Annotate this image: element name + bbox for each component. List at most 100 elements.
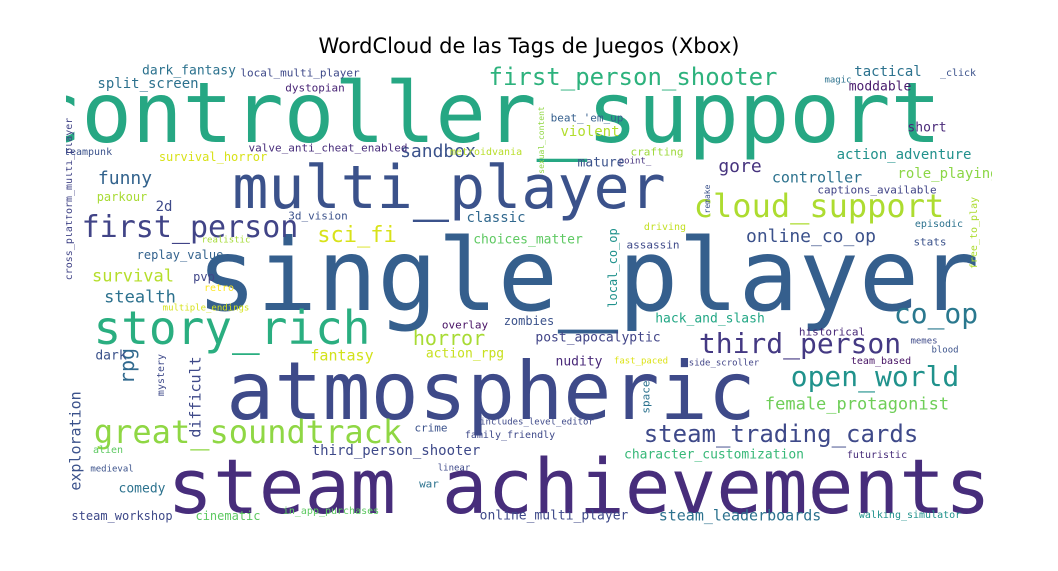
word-memes: memes xyxy=(910,336,938,347)
chart-title: WordCloud de las Tags de Juegos (Xbox) xyxy=(318,34,740,58)
word-sexual-content: sexual_content xyxy=(537,106,546,174)
word-remake: remake xyxy=(703,184,712,214)
word-stats: stats xyxy=(913,235,947,249)
word-survival-horror: survival_horror xyxy=(158,150,268,164)
word-metroidvania: metroidvania xyxy=(449,147,523,158)
word-multi-player: multi_player xyxy=(232,153,666,223)
word-mystery: mystery xyxy=(156,353,167,397)
word-classic: classic xyxy=(466,210,526,226)
word-steam-trading-cards: steam_trading_cards xyxy=(643,420,919,448)
word--click: _click xyxy=(939,68,977,79)
word-dark: dark xyxy=(95,348,127,364)
word-online-multi-player: online_multi_player xyxy=(479,508,629,524)
word-local-multi-player: local_multi_player xyxy=(240,66,360,80)
word-dystopian: dystopian xyxy=(285,81,345,95)
word-nudity: nudity xyxy=(555,354,603,370)
word-first-person: first_person xyxy=(81,210,299,245)
word-gore: gore xyxy=(718,156,762,177)
word-action-adventure: action_adventure xyxy=(836,147,972,163)
word-retro: retro xyxy=(203,283,235,294)
word-valve-anti-cheat-enabled: valve_anti_cheat_enabled xyxy=(248,141,408,155)
word-co-op: co_op xyxy=(893,297,979,330)
word-survival: survival xyxy=(92,266,174,287)
word-overlay: overlay xyxy=(441,318,489,332)
word-sci-fi: sci_fi xyxy=(317,223,397,248)
word-includes-level-editor: includes_level_editor xyxy=(480,417,594,428)
word-fast-paced: fast_paced xyxy=(613,356,669,367)
word-steam-leaderboards: steam_leaderboards xyxy=(658,506,822,525)
word-tactical: tactical xyxy=(854,64,922,80)
word-parkour: parkour xyxy=(96,190,148,204)
word-crafting: crafting xyxy=(630,145,684,159)
word-linear: linear xyxy=(437,463,471,474)
word-steam-achievements: steam_achievements xyxy=(167,442,991,525)
word-controller: controller xyxy=(771,168,863,187)
word-sandbox: sandbox xyxy=(400,141,476,162)
word-steam-workshop: steam_workshop xyxy=(71,509,173,523)
word-point-: point_ xyxy=(618,156,652,167)
word-family-friendly: family_friendly xyxy=(464,430,556,441)
word-single-player: single_player xyxy=(196,217,980,334)
word-horror: horror xyxy=(412,326,486,350)
word-space: space xyxy=(639,380,653,414)
word-atmospheric: atmospheric xyxy=(226,345,756,438)
word-action-rpg: action_rpg xyxy=(425,346,505,362)
word-dark-fantasy: dark_fantasy xyxy=(142,63,236,79)
word-blood: blood xyxy=(931,345,959,356)
word-exploration: exploration xyxy=(66,391,85,491)
word-3d-vision: 3d_vision xyxy=(288,209,348,223)
word-walking-simulator: walking_simulator xyxy=(858,510,962,521)
word-stealth: stealth xyxy=(104,287,176,308)
word-cinematic: cinematic xyxy=(195,509,261,523)
word-mature: mature xyxy=(577,155,625,171)
word-driving: driving xyxy=(643,222,687,233)
word-medieval: medieval xyxy=(90,464,134,475)
word-local-co-op: local_co_op xyxy=(606,228,620,308)
word-hack-and-slash: hack_and_slash xyxy=(655,311,765,327)
word-multiple-endings: multiple_endings xyxy=(162,303,250,314)
word-funny: funny xyxy=(97,168,153,189)
word-cloud-support: cloud_support xyxy=(693,187,945,225)
word-female-protagonist: female_protagonist xyxy=(764,394,950,415)
word-pvp: pvp xyxy=(193,270,215,284)
word-in-app-purchases: in_app_purchases xyxy=(282,506,380,517)
word-war: war xyxy=(419,477,439,491)
word-difficult: difficult xyxy=(186,356,205,438)
word-split-screen: split_screen xyxy=(97,76,199,92)
word-cross-platform-multi-player: cross_platform_multi_player xyxy=(66,117,75,281)
word-futuristic: futuristic xyxy=(846,450,908,461)
word-short: short xyxy=(907,120,947,136)
word-replay-value: replay_value xyxy=(136,248,224,262)
word-captions-available: captions_available xyxy=(817,183,937,197)
word-online-co-op: online_co_op xyxy=(745,226,877,247)
word-episodic: episodic xyxy=(914,219,964,230)
word-comedy: comedy xyxy=(118,481,166,497)
word-free-to-play: free_to_play xyxy=(969,196,980,270)
word-cloud: controller_support single_player multi_pla… xyxy=(66,63,992,525)
word-side-scroller: side_scroller xyxy=(688,358,760,369)
word-2d: 2d xyxy=(155,199,173,215)
word-third-person-shooter: third_person_shooter xyxy=(311,443,481,459)
word-choices-matter: choices_matter xyxy=(473,232,583,248)
word-first-person-shooter: first_person_shooter xyxy=(488,63,778,91)
word-great-soundtrack: great_soundtrack xyxy=(93,413,403,451)
word-alien: alien xyxy=(92,445,124,456)
word-moddable: moddable xyxy=(848,79,912,95)
word-role-playing: role_playing xyxy=(897,166,992,182)
word-magic: magic xyxy=(824,75,852,86)
word-open-world: open_world xyxy=(790,360,960,393)
word-third-person: third_person xyxy=(698,327,902,360)
word-assassin: assassin xyxy=(626,238,680,252)
word-story-rich: story_rich xyxy=(93,301,371,355)
word-beat-em-up: beat_'em_up xyxy=(550,111,624,125)
word-fantasy: fantasy xyxy=(310,346,374,365)
word-crime: crime xyxy=(414,421,448,435)
word-post-apocalyptic: post_apocalyptic xyxy=(535,330,661,346)
word-team-based: team_based xyxy=(850,356,912,367)
word-character-customization: character_customization xyxy=(623,447,805,463)
word-violent: violent xyxy=(560,124,620,140)
word-controller-support: controller_support xyxy=(66,64,942,162)
word-realistic: realistic xyxy=(201,235,251,246)
word-zombies: zombies xyxy=(503,314,555,328)
word-historical: historical xyxy=(798,325,866,339)
